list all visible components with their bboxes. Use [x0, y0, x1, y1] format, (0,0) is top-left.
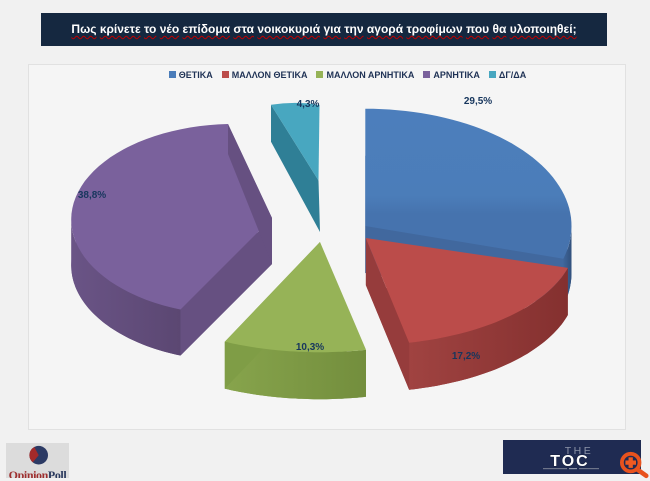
- svg-text:THE: THE: [565, 445, 594, 457]
- svg-text:TOC: TOC: [550, 453, 589, 470]
